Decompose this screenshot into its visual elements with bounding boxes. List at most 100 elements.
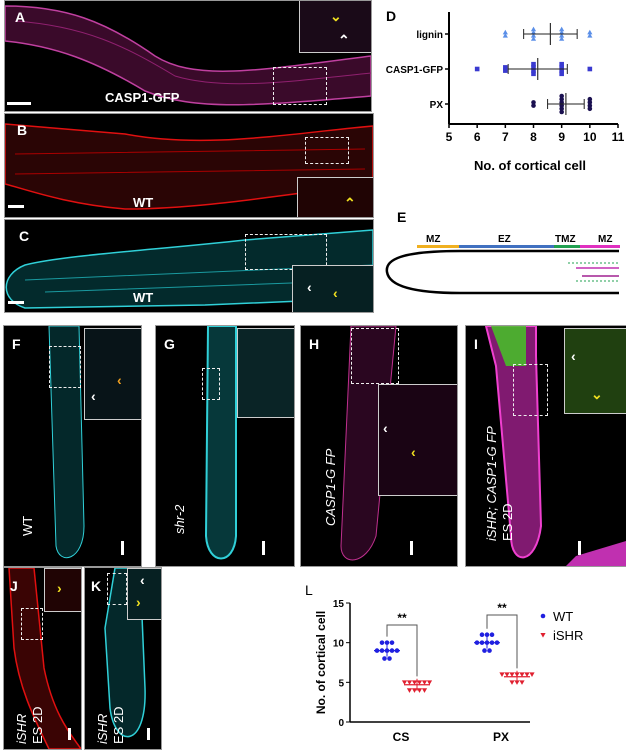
yellow-arrowhead-icon: › [136,594,141,610]
data-point [382,656,387,661]
yellow-arrowhead-icon: ‹ [333,285,338,301]
data-point [559,36,565,41]
panel-j-image: J iSHR ES 2D › [3,567,82,750]
scale-bar [147,728,150,740]
panel-caption-2: ES 2D [500,503,515,541]
panel-label: G [164,336,175,352]
significance-bracket [386,624,418,677]
zoom-region-box [513,364,548,416]
inset-image: ‹ › [127,568,161,620]
zone-bar-mz [417,245,459,248]
panel-label: C [19,228,30,244]
panel-l-chart: L 0 5 10 15 No. of cortical cell CS PX ** ** WT iS… [300,565,626,748]
zone-bar-tmz [554,245,580,248]
orange-arrowhead-icon: ‹ [117,372,122,388]
panel-label: K [91,578,102,594]
legend-marker [540,613,546,619]
x-tick-label: CS [393,730,410,744]
data-point [406,688,413,693]
x-tick-label: 6 [474,130,481,144]
data-point [530,36,537,41]
zoom-region-box [21,608,43,640]
data-point [559,109,564,115]
inset-image: ‹ ⌄ [564,328,626,414]
zone-bar-ez [459,245,554,248]
inset-image: ‹ ‹ [378,384,457,496]
x-axis-label: No. of cortical cell [474,158,586,173]
data-point [479,632,485,638]
x-tick-label: 10 [583,130,597,144]
yellow-arrowhead-icon: ⌄ [330,8,342,24]
yellow-arrowhead-icon: ‹ [411,444,416,460]
data-point [504,672,510,677]
y-tick-label: lignin [416,30,443,41]
white-arrowhead-icon: ‹ [383,420,388,436]
white-arrowhead-icon: ⌃ [338,32,350,48]
yellow-arrowhead-icon: ⌄ [591,386,603,402]
inset-image: › [44,568,81,612]
white-arrowhead-icon: ‹ [571,348,576,364]
panel-h-image: H CASP1-G FP ‹ ‹ [300,325,458,567]
data-point [421,688,428,693]
inset-image: ⌃ [297,177,373,217]
white-arrowhead-icon: ‹ [140,572,145,588]
data-point [559,68,564,73]
panel-caption: iSHR [14,713,29,744]
inset-image: ‹ ‹ [84,328,141,420]
panel-d-chart: D 5 6 7 8 9 10 11 No. of cortical cell lignin CAS… [380,0,626,180]
panel-label: H [309,336,320,352]
panel-label: F [12,336,21,352]
y-tick-label: 5 [338,678,344,689]
data-point [587,66,593,72]
data-point [389,640,395,645]
scale-bar [8,301,24,304]
data-point [559,65,564,70]
zone-label-mz-2: MZ [598,234,612,245]
scale-bar [262,541,265,555]
data-point [559,29,565,35]
panel-k-image: K iSHR ES 2D ‹ › [84,567,162,750]
data-point [559,96,564,102]
panel-label: E [397,209,407,225]
panel-label: D [386,8,397,24]
x-tick-label: 9 [558,130,565,144]
data-point [559,71,564,77]
scale-bar [7,102,31,105]
y-tick-label: 15 [333,599,345,610]
data-point [487,648,492,653]
panel-e-diagram: E MZ EZ TMZ MZ [380,200,626,310]
panel-b-image: B WT ⌃ [4,113,374,218]
panel-g-image: G shr-2 [155,325,295,567]
yellow-arrowhead-icon: › [57,580,62,596]
data-point [559,26,565,32]
panel-caption: shr-2 [172,504,187,534]
data-point [509,680,515,685]
zone-label-ez: EZ [498,234,511,245]
data-point [587,96,593,102]
zoom-region-box [351,328,399,384]
inset-image: ⌄ ⌃ [299,1,371,53]
panel-f-image: F WT ‹ ‹ [3,325,142,567]
significance-label: ** [397,611,407,625]
data-point [416,688,423,693]
scale-bar [68,728,71,740]
zoom-region-box [107,573,127,605]
scale-bar [410,541,413,555]
panel-caption: iSHR; CASP1-G FP [484,426,499,541]
panel-i-image: I iSHR; CASP1-G FP ES 2D ‹ ⌄ [465,325,626,567]
data-point [587,106,593,112]
y-tick-label: 0 [338,718,344,729]
data-point [587,29,593,35]
panel-caption: WT [133,195,154,210]
white-arrowhead-icon: ‹ [91,388,96,404]
panel-label: B [17,122,28,138]
zoom-region-box [202,368,220,400]
panel-caption: WT [20,515,35,536]
panel-a-image: A CASP1-GFP ⌄ ⌃ [4,0,372,112]
x-tick-label: 8 [530,130,537,144]
data-point [559,93,564,99]
data-point [530,26,537,32]
root-outline [385,249,619,295]
data-point [426,680,433,685]
data-point [587,33,593,38]
